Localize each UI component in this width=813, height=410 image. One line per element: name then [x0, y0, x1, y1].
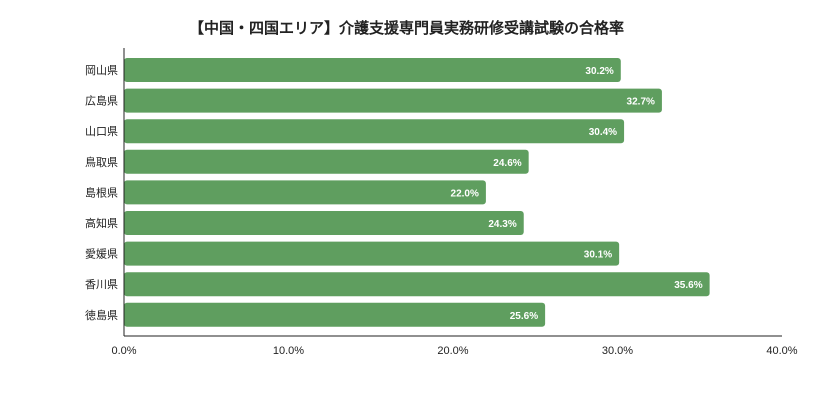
category-label: 香川県: [85, 278, 118, 291]
data-label: 24.3%: [488, 219, 516, 230]
category-label: 鳥取県: [85, 155, 118, 169]
x-tick-label: 40.0%: [766, 345, 797, 357]
data-label: 22.0%: [451, 188, 479, 199]
x-tick-label: 20.0%: [437, 345, 468, 357]
category-label: 岡山県: [85, 64, 118, 77]
bar: [124, 272, 710, 297]
bar: [124, 88, 662, 113]
bar: [124, 241, 620, 266]
data-label: 32.7%: [627, 97, 655, 108]
bar: [124, 58, 621, 82]
x-tick-label: 10.0%: [273, 345, 304, 357]
category-label: 島根県: [85, 185, 118, 199]
category-label: 広島県: [85, 94, 118, 108]
category-label: 山口県: [85, 125, 118, 138]
bar: [124, 119, 625, 144]
x-tick-label: 0.0%: [111, 345, 136, 357]
bar: [124, 180, 486, 205]
chart-title: 【中国・四国エリア】介護支援専門員実務研修受講試験の合格率: [188, 19, 624, 37]
x-tick-label: 30.0%: [602, 345, 633, 357]
bar: [124, 211, 524, 235]
data-label: 35.6%: [674, 280, 702, 291]
data-label: 24.6%: [493, 158, 521, 169]
bar: [124, 302, 546, 327]
data-label: 30.2%: [585, 66, 613, 77]
category-label: 愛媛県: [85, 247, 118, 261]
category-label: 徳島県: [85, 308, 118, 322]
bar: [124, 149, 529, 174]
data-label: 30.1%: [584, 250, 612, 261]
data-label: 30.4%: [589, 127, 617, 138]
data-label: 25.6%: [510, 311, 538, 322]
category-label: 高知県: [85, 216, 118, 230]
